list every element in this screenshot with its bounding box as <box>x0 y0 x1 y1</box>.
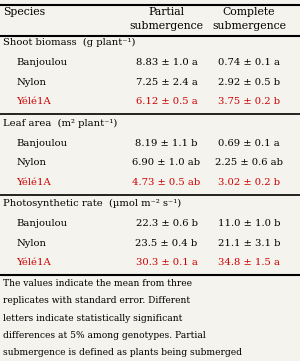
Text: 23.5 ± 0.4 b: 23.5 ± 0.4 b <box>135 239 198 248</box>
Text: Nylon: Nylon <box>16 78 46 87</box>
Text: Nylon: Nylon <box>16 239 46 248</box>
Text: 22.3 ± 0.6 b: 22.3 ± 0.6 b <box>136 219 197 228</box>
Text: Yélé1A: Yélé1A <box>16 178 51 187</box>
Text: 30.3 ± 0.1 a: 30.3 ± 0.1 a <box>136 258 197 267</box>
Text: replicates with standard error. Different: replicates with standard error. Differen… <box>3 296 190 305</box>
Text: 21.1 ± 3.1 b: 21.1 ± 3.1 b <box>218 239 280 248</box>
Text: 8.83 ± 1.0 a: 8.83 ± 1.0 a <box>136 58 197 67</box>
Text: 0.74 ± 0.1 a: 0.74 ± 0.1 a <box>218 58 280 67</box>
Text: 11.0 ± 1.0 b: 11.0 ± 1.0 b <box>218 219 280 228</box>
Text: 6.90 ± 1.0 ab: 6.90 ± 1.0 ab <box>132 158 201 167</box>
Text: 3.02 ± 0.2 b: 3.02 ± 0.2 b <box>218 178 280 187</box>
Text: Banjoulou: Banjoulou <box>16 139 68 148</box>
Text: The values indicate the mean from three: The values indicate the mean from three <box>3 279 192 288</box>
Text: 2.25 ± 0.6 ab: 2.25 ± 0.6 ab <box>215 158 283 167</box>
Text: Yélé1A: Yélé1A <box>16 97 51 106</box>
Text: 2.92 ± 0.5 b: 2.92 ± 0.5 b <box>218 78 280 87</box>
Text: Photosynthetic rate  (µmol m⁻² s⁻¹): Photosynthetic rate (µmol m⁻² s⁻¹) <box>3 199 181 208</box>
Text: letters indicate statistically significant: letters indicate statistically significa… <box>3 314 182 323</box>
Text: 7.25 ± 2.4 a: 7.25 ± 2.4 a <box>136 78 197 87</box>
Text: Complete: Complete <box>223 7 275 17</box>
Text: Yélé1A: Yélé1A <box>16 258 51 267</box>
Text: 4.73 ± 0.5 ab: 4.73 ± 0.5 ab <box>132 178 201 187</box>
Text: submergence: submergence <box>212 21 286 31</box>
Text: Shoot biomass  (g plant⁻¹): Shoot biomass (g plant⁻¹) <box>3 38 136 47</box>
Text: differences at 5% among genotypes. Partial: differences at 5% among genotypes. Parti… <box>3 331 206 340</box>
Text: Banjoulou: Banjoulou <box>16 58 68 67</box>
Text: submergence is defined as plants being submerged: submergence is defined as plants being s… <box>3 348 242 357</box>
Text: Leaf area  (m² plant⁻¹): Leaf area (m² plant⁻¹) <box>3 118 117 127</box>
Text: 34.8 ± 1.5 a: 34.8 ± 1.5 a <box>218 258 280 267</box>
Text: 8.19 ± 1.1 b: 8.19 ± 1.1 b <box>135 139 198 148</box>
Text: Banjoulou: Banjoulou <box>16 219 68 228</box>
Text: Nylon: Nylon <box>16 158 46 167</box>
Text: Species: Species <box>3 7 45 17</box>
Text: submergence: submergence <box>130 21 203 31</box>
Text: 6.12 ± 0.5 a: 6.12 ± 0.5 a <box>136 97 197 106</box>
Text: 0.69 ± 0.1 a: 0.69 ± 0.1 a <box>218 139 280 148</box>
Text: Partial: Partial <box>148 7 184 17</box>
Text: 3.75 ± 0.2 b: 3.75 ± 0.2 b <box>218 97 280 106</box>
